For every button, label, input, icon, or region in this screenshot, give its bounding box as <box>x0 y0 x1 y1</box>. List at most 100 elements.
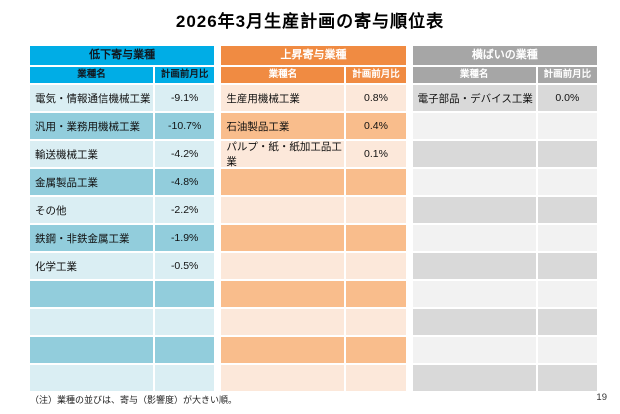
value-cell: -10.7% <box>155 113 215 139</box>
table-row <box>221 225 406 251</box>
industry-name-cell <box>412 169 536 195</box>
table-row <box>412 169 597 195</box>
table-row: 石油製品工業 0.4% <box>221 113 406 139</box>
table-header: 横ばいの業種 <box>412 46 597 65</box>
table-rise-contribution: 上昇寄与業種 業種名 計画前月比 生産用機械工業 0.8% 石油製品工業 0.4% パル… <box>221 46 406 393</box>
industry-name-cell <box>221 225 345 251</box>
table-row <box>30 337 215 363</box>
industry-name-cell: パルプ・紙・紙加工品工業 <box>221 141 345 168</box>
table-row: 金属製品工業 -4.8% <box>30 169 215 195</box>
table-body: 生産用機械工業 0.8% 石油製品工業 0.4% パルプ・紙・紙加工品工業 0.1% <box>221 85 406 391</box>
table-row <box>412 365 597 391</box>
table-header: 低下寄与業種 <box>30 46 215 65</box>
page-title: 2026年3月生産計画の寄与順位表 <box>175 12 445 31</box>
industry-name-cell <box>412 225 536 251</box>
value-cell: -4.2% <box>155 141 215 167</box>
industry-name-cell: 金属製品工業 <box>30 169 153 195</box>
value-cell <box>537 337 597 363</box>
industry-name-cell <box>412 197 536 223</box>
industry-name-cell: 鉄鋼・非鉄金属工業 <box>30 225 153 251</box>
industry-name-cell <box>30 281 153 307</box>
table-row: 生産用機械工業 0.8% <box>221 85 406 111</box>
value-cell <box>155 337 215 363</box>
table-flat-industries: 横ばいの業種 業種名 計画前月比 電子部品・デバイス工業 0.0% <box>412 46 597 393</box>
value-cell <box>537 365 597 391</box>
column-header-value: 計画前月比 <box>346 67 406 83</box>
value-cell: -2.2% <box>155 197 215 223</box>
value-cell <box>155 281 215 307</box>
column-header-row: 業種名 計画前月比 <box>221 67 406 83</box>
table-row <box>221 365 406 391</box>
industry-name-cell <box>412 141 536 167</box>
value-cell <box>346 337 406 363</box>
value-cell <box>346 309 406 335</box>
value-cell <box>537 225 597 251</box>
industry-name-cell <box>221 309 345 335</box>
value-cell <box>346 253 406 279</box>
table-row: その他 -2.2% <box>30 197 215 223</box>
column-header-value: 計画前月比 <box>155 67 215 83</box>
table-row <box>221 169 406 195</box>
value-cell <box>346 281 406 307</box>
column-header-value: 計画前月比 <box>537 67 597 83</box>
table-row <box>221 197 406 223</box>
table-row <box>412 113 597 139</box>
value-cell <box>346 225 406 251</box>
table-row <box>412 281 597 307</box>
industry-name-cell <box>221 169 345 195</box>
table-decline-contribution: 低下寄与業種 業種名 計画前月比 電気・情報通信機械工業 -9.1% 汎用・業務用機… <box>30 46 215 393</box>
value-cell: 0.0% <box>537 85 597 111</box>
column-header-row: 業種名 計画前月比 <box>412 67 597 83</box>
industry-name-cell <box>221 281 345 307</box>
table-row <box>412 141 597 167</box>
industry-name-cell <box>221 337 345 363</box>
value-cell <box>346 197 406 223</box>
industry-name-cell <box>412 113 536 139</box>
industry-name-cell <box>221 253 345 279</box>
industry-name-cell: 化学工業 <box>30 253 153 279</box>
value-cell <box>537 169 597 195</box>
value-cell: 0.1% <box>346 141 406 167</box>
value-cell <box>537 253 597 279</box>
industry-name-cell: 生産用機械工業 <box>221 85 345 111</box>
tables-container: 低下寄与業種 業種名 計画前月比 電気・情報通信機械工業 -9.1% 汎用・業務用機… <box>0 32 620 393</box>
value-cell <box>537 113 597 139</box>
industry-name-cell <box>412 309 536 335</box>
industry-name-cell <box>412 281 536 307</box>
column-header-industry: 業種名 <box>30 67 153 83</box>
value-cell <box>155 365 215 391</box>
industry-name-cell <box>412 337 536 363</box>
industry-name-cell: 石油製品工業 <box>221 113 345 139</box>
industry-name-cell: 汎用・業務用機械工業 <box>30 113 153 139</box>
value-cell <box>537 197 597 223</box>
table-row <box>412 197 597 223</box>
industry-name-cell <box>412 253 536 279</box>
table-row <box>221 281 406 307</box>
table-row <box>412 225 597 251</box>
table-row: 鉄鋼・非鉄金属工業 -1.9% <box>30 225 215 251</box>
column-header-industry: 業種名 <box>221 67 345 83</box>
table-row: 電子部品・デバイス工業 0.0% <box>412 85 597 111</box>
table-header: 上昇寄与業種 <box>221 46 406 65</box>
value-cell <box>155 309 215 335</box>
industry-name-cell <box>221 197 345 223</box>
table-row <box>412 253 597 279</box>
value-cell: -0.5% <box>155 253 215 279</box>
value-cell <box>537 281 597 307</box>
table-body: 電気・情報通信機械工業 -9.1% 汎用・業務用機械工業 -10.7% 輸送機械工業 -4… <box>30 85 215 391</box>
industry-name-cell <box>30 365 153 391</box>
industry-name-cell: 電子部品・デバイス工業 <box>412 85 536 111</box>
value-cell: 0.4% <box>346 113 406 139</box>
table-row <box>221 253 406 279</box>
table-row <box>30 281 215 307</box>
value-cell: -9.1% <box>155 85 215 111</box>
value-cell: -4.8% <box>155 169 215 195</box>
industry-name-cell <box>221 365 345 391</box>
value-cell <box>537 309 597 335</box>
industry-name-cell <box>30 309 153 335</box>
table-row <box>412 337 597 363</box>
column-header-row: 業種名 計画前月比 <box>30 67 215 83</box>
value-cell <box>346 169 406 195</box>
page-number: 19 <box>596 392 607 403</box>
table-row: 化学工業 -0.5% <box>30 253 215 279</box>
